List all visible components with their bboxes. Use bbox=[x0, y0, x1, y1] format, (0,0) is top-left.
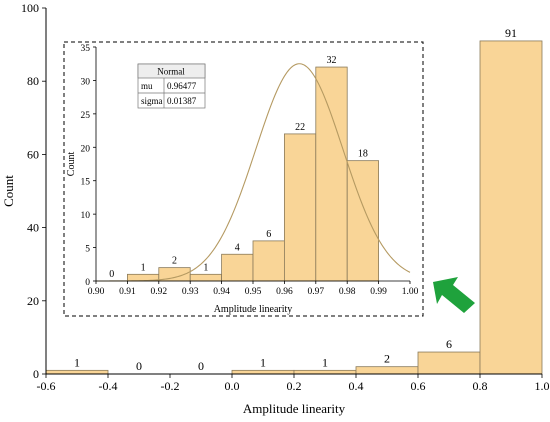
inset-bar-label: 6 bbox=[266, 229, 271, 240]
inset-y-tick-label: 10 bbox=[81, 211, 91, 221]
inset-x-tick-label: 1.00 bbox=[402, 287, 419, 297]
main-x-tick-label: 0.2 bbox=[287, 379, 302, 393]
main-y-tick-label: 80 bbox=[27, 74, 39, 88]
main-bar-label: 2 bbox=[384, 352, 390, 366]
stats-mu-value: 0.96477 bbox=[167, 81, 197, 91]
main-bar-label: 1 bbox=[322, 355, 328, 369]
inset-bar bbox=[283, 133, 317, 282]
inset-y-tick-label: 15 bbox=[81, 178, 91, 188]
inset-y-tick-label: 25 bbox=[81, 111, 91, 121]
inset-x-axis-title: Amplitude linearity bbox=[214, 304, 293, 315]
main-x-tick-label: 1.0 bbox=[535, 379, 550, 393]
stats-mu-name: mu bbox=[141, 81, 153, 91]
main-x-tick-label: 0.0 bbox=[225, 379, 240, 393]
main-bar-label: 0 bbox=[198, 359, 204, 373]
stats-sigma-name: sigma bbox=[141, 96, 163, 106]
inset-bar-label: 22 bbox=[295, 122, 305, 133]
main-x-tick-label: 0.4 bbox=[349, 379, 364, 393]
main-bar bbox=[231, 369, 295, 375]
main-bar bbox=[45, 369, 109, 375]
inset-bar-label: 1 bbox=[141, 262, 146, 273]
inset-x-tick-label: 0.91 bbox=[119, 287, 136, 297]
inset-bar-label: 0 bbox=[109, 269, 114, 280]
main-bar bbox=[417, 351, 481, 375]
inset-x-tick-label: 0.96 bbox=[276, 287, 293, 297]
main-bar-label: 1 bbox=[74, 355, 80, 369]
inset-y-axis-title: Count bbox=[66, 152, 77, 177]
stats-header: Normal bbox=[157, 67, 185, 77]
inset-x-tick-label: 0.90 bbox=[88, 287, 105, 297]
main-x-tick-label: 0.6 bbox=[411, 379, 426, 393]
inset-bar-labels: 0 1 2 1 4 6 22 32 18 bbox=[109, 55, 368, 280]
inset-y-tick-label: 30 bbox=[81, 77, 91, 87]
inset-y-ticks: 0 5 10 15 20 25 30 35 bbox=[81, 44, 96, 288]
main-y-tick-label: 20 bbox=[27, 294, 39, 308]
arrow-icon bbox=[433, 277, 475, 313]
main-y-tick-label: 0 bbox=[33, 367, 39, 381]
inset-x-tick-label: 0.97 bbox=[307, 287, 324, 297]
inset-normal-fit-curve bbox=[96, 63, 411, 282]
inset-y-tick-label: 35 bbox=[81, 44, 91, 54]
inset-x-tick-label: 0.99 bbox=[370, 287, 387, 297]
inset-bar bbox=[189, 273, 222, 282]
inset-bar-label: 1 bbox=[203, 262, 208, 273]
inset-x-tick-label: 0.93 bbox=[182, 287, 199, 297]
main-y-ticks: 0 20 40 60 80 100 bbox=[21, 1, 46, 381]
main-bar bbox=[293, 369, 357, 375]
inset-bars bbox=[127, 66, 380, 282]
inset-y-tick-label: 5 bbox=[85, 245, 90, 255]
main-y-tick-label: 60 bbox=[27, 147, 39, 161]
main-y-tick-label: 100 bbox=[21, 1, 39, 15]
inset-x-tick-label: 0.92 bbox=[150, 287, 167, 297]
inset-bar-label: 32 bbox=[327, 55, 337, 66]
main-bar-label: 6 bbox=[446, 337, 452, 351]
inset-bar bbox=[221, 253, 254, 282]
inset-bar bbox=[252, 240, 285, 282]
inset-bar-label: 18 bbox=[358, 149, 368, 160]
stats-table: Normal mu 0.96477 sigma 0.01387 bbox=[137, 63, 206, 109]
inset-bar bbox=[315, 66, 348, 282]
main-y-tick-label: 40 bbox=[27, 221, 39, 235]
main-x-axis-title: Amplitude linearity bbox=[243, 401, 346, 416]
main-bar-label: 91 bbox=[505, 26, 517, 40]
inset-x-ticks: 0.90 0.91 0.92 0.93 0.94 0.95 0.96 0.97 0.98 0.99… bbox=[88, 281, 419, 297]
inset-bar bbox=[346, 160, 380, 282]
main-x-tick-label: -0.4 bbox=[99, 379, 118, 393]
inset-x-tick-label: 0.94 bbox=[213, 287, 230, 297]
main-x-tick-label: 0.8 bbox=[473, 379, 488, 393]
main-bar-label: 1 bbox=[260, 355, 266, 369]
inset-y-tick-label: 20 bbox=[81, 144, 91, 154]
inset-x-tick-label: 0.95 bbox=[245, 287, 262, 297]
inset-bar-label: 4 bbox=[235, 242, 240, 253]
stats-sigma-value: 0.01387 bbox=[167, 96, 197, 106]
main-x-tick-label: -0.6 bbox=[37, 379, 56, 393]
main-bar-label: 0 bbox=[136, 359, 142, 373]
main-bar bbox=[479, 40, 543, 375]
main-x-ticks: -0.6 -0.4 -0.2 0.0 0.2 0.4 0.6 0.8 1.0 bbox=[37, 374, 550, 393]
inset-x-tick-label: 0.98 bbox=[339, 287, 356, 297]
inset-bar-label: 2 bbox=[172, 256, 177, 267]
main-y-axis-title: Count bbox=[1, 175, 16, 207]
main-bar bbox=[355, 366, 419, 375]
inset-y-tick-label: 0 bbox=[85, 278, 90, 288]
main-x-tick-label: -0.2 bbox=[161, 379, 180, 393]
